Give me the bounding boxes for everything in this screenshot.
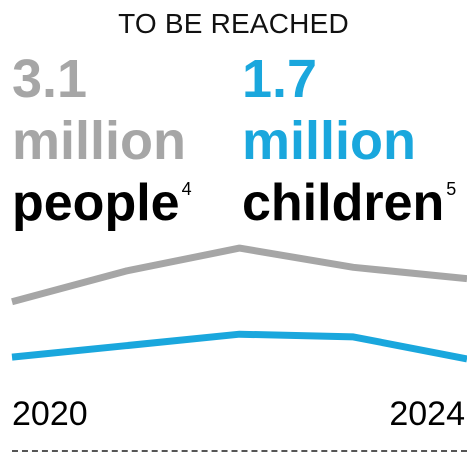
people-unit: million: [12, 111, 186, 171]
children-unit: million: [242, 111, 416, 171]
series-line-0: [11, 244, 467, 306]
people-noun: people: [12, 174, 180, 232]
x-tick-end: 2024: [389, 395, 465, 433]
children-footnote: 5: [446, 179, 457, 199]
people-count: 3.1: [12, 49, 88, 109]
people-stat: 3.1 million people 4: [12, 48, 192, 234]
children-label: children 5: [242, 172, 456, 234]
dashed-divider: [12, 450, 467, 452]
series-line-1: [11, 330, 467, 363]
children-stat: 1.7 million children 5: [242, 48, 456, 234]
x-tick-start: 2020: [12, 395, 88, 433]
chart-heading: TO BE REACHED: [118, 8, 349, 39]
trend-chart: [11, 244, 467, 363]
children-count: 1.7: [242, 49, 318, 109]
children-noun: children: [242, 174, 445, 232]
people-label: people 4: [12, 172, 192, 234]
people-footnote: 4: [181, 179, 192, 199]
